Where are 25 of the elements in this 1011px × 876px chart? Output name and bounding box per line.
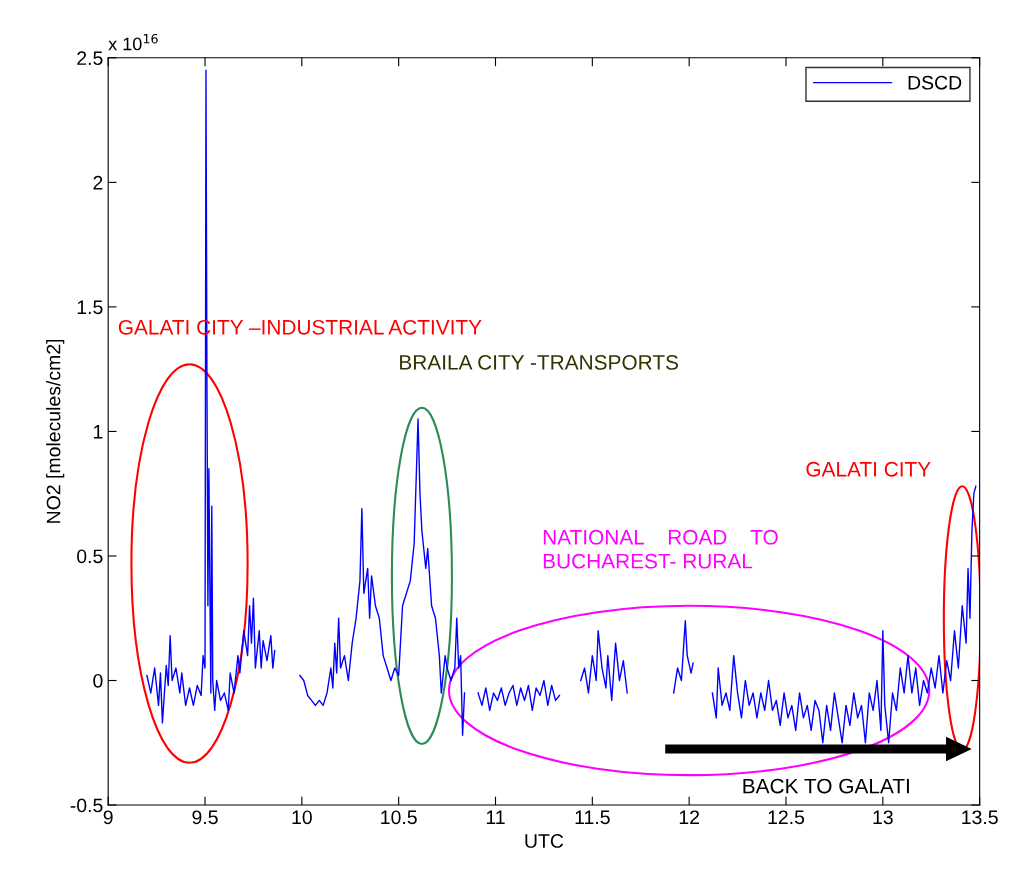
x-axis-title: UTC	[525, 834, 564, 848]
x-tick-label: 13	[873, 810, 893, 825]
annotation: GALATI CITY	[806, 461, 931, 477]
x-tick-label: 10.5	[381, 810, 417, 825]
y-tick-label: 2	[93, 175, 103, 190]
y-tick-label: 0	[93, 673, 103, 688]
text: x 10$^{16}$	[108, 33, 158, 51]
y-axis-title: NO2 [molecules/cm2]	[46, 339, 65, 523]
y-tick-label: 1	[93, 425, 103, 439]
x-tick-label: 9	[103, 810, 113, 825]
x-tick-label: 12.5	[768, 810, 805, 825]
legend-label: DSCD	[908, 75, 962, 90]
x-tick-label: 11.5	[575, 810, 610, 825]
x-tick-label: 10	[292, 810, 312, 825]
y-tick-label: 0.5	[77, 549, 103, 564]
annotation: NATIONAL ROAD TO BUCHAREST- RURAL	[543, 529, 778, 569]
x-tick-label: 12	[679, 810, 699, 824]
y-tick-label: 2.5	[77, 51, 103, 66]
x-tick-label: 13.5	[962, 810, 998, 825]
x-tick-label: 11	[486, 810, 505, 824]
y-tick-label: 1.5	[77, 300, 103, 315]
x-tick-label: 9.5	[192, 810, 218, 825]
y-tick-label: -0.5	[70, 798, 103, 813]
annotation: BRAILA CITY -TRANSPORTS	[400, 355, 678, 370]
annotation: BACK TO GALATI	[743, 778, 909, 794]
